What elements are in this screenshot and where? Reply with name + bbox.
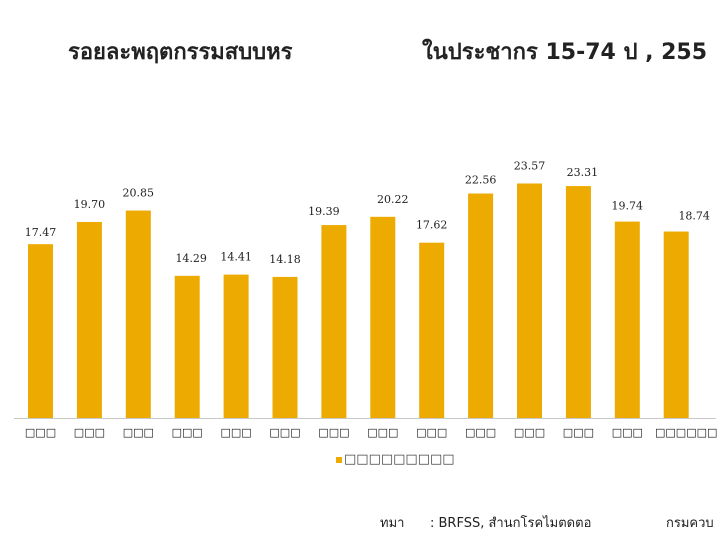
chart-title-right: ในประชากร 15-74 ป , 255: [422, 40, 708, 65]
source-label: ทมา: [380, 516, 405, 531]
data-label: 14.29: [175, 252, 207, 265]
data-label: 22.56: [465, 174, 497, 187]
bar: [321, 225, 347, 418]
x-tick-label: □□□: [123, 426, 154, 439]
data-label: 23.57: [514, 159, 546, 172]
data-label: 18.74: [678, 210, 710, 223]
x-tick-label: □□□: [269, 426, 300, 439]
x-tick-label: □□□: [514, 426, 545, 439]
bar: [468, 193, 494, 418]
legend-swatch: [336, 456, 342, 463]
x-tick-label: □□□: [221, 426, 252, 439]
x-tick-label: □□□: [318, 426, 349, 439]
bar: [76, 221, 102, 418]
bar: [565, 186, 591, 418]
legend: □□□□□□□□□: [336, 452, 455, 467]
x-tick-label: □□□: [367, 426, 398, 439]
bar: [272, 276, 298, 418]
legend-label: □□□□□□□□□: [344, 452, 455, 467]
bar: [419, 242, 445, 418]
data-label: 19.74: [612, 200, 644, 213]
x-tick-label: □□□: [465, 426, 496, 439]
bar: [370, 216, 396, 418]
bar: [517, 183, 542, 418]
x-tick-label: □□□: [25, 426, 56, 439]
bar: [663, 231, 689, 418]
data-label: 14.18: [269, 253, 301, 266]
x-tick-label: □□□: [172, 426, 203, 439]
x-tick-label: □□□: [612, 426, 643, 439]
data-label: 19.70: [74, 198, 106, 211]
data-label: 14.41: [220, 251, 252, 264]
source-text: : BRFSS, สำนกโรคไมตดตอ: [430, 516, 592, 531]
chart-title-left: รอยละพฤตกรรมสบบหร: [68, 40, 293, 65]
x-tick-label: □□□: [416, 426, 447, 439]
source-agency: กรมควบ: [666, 516, 714, 531]
data-label: 20.85: [123, 187, 155, 200]
bar: [125, 210, 151, 418]
bar: [223, 274, 249, 418]
x-tick-label: □□□: [74, 426, 105, 439]
data-label: 17.47: [25, 226, 57, 239]
data-label: 19.39: [308, 205, 340, 218]
data-label: 23.31: [567, 166, 599, 179]
data-label: 20.22: [377, 193, 409, 206]
bar: [28, 244, 53, 418]
x-tick-label: □□□□□□: [655, 426, 717, 439]
bar: [174, 275, 200, 418]
bar: [614, 221, 640, 418]
x-tick-label: □□□: [563, 426, 594, 439]
data-label: 17.62: [416, 219, 448, 232]
